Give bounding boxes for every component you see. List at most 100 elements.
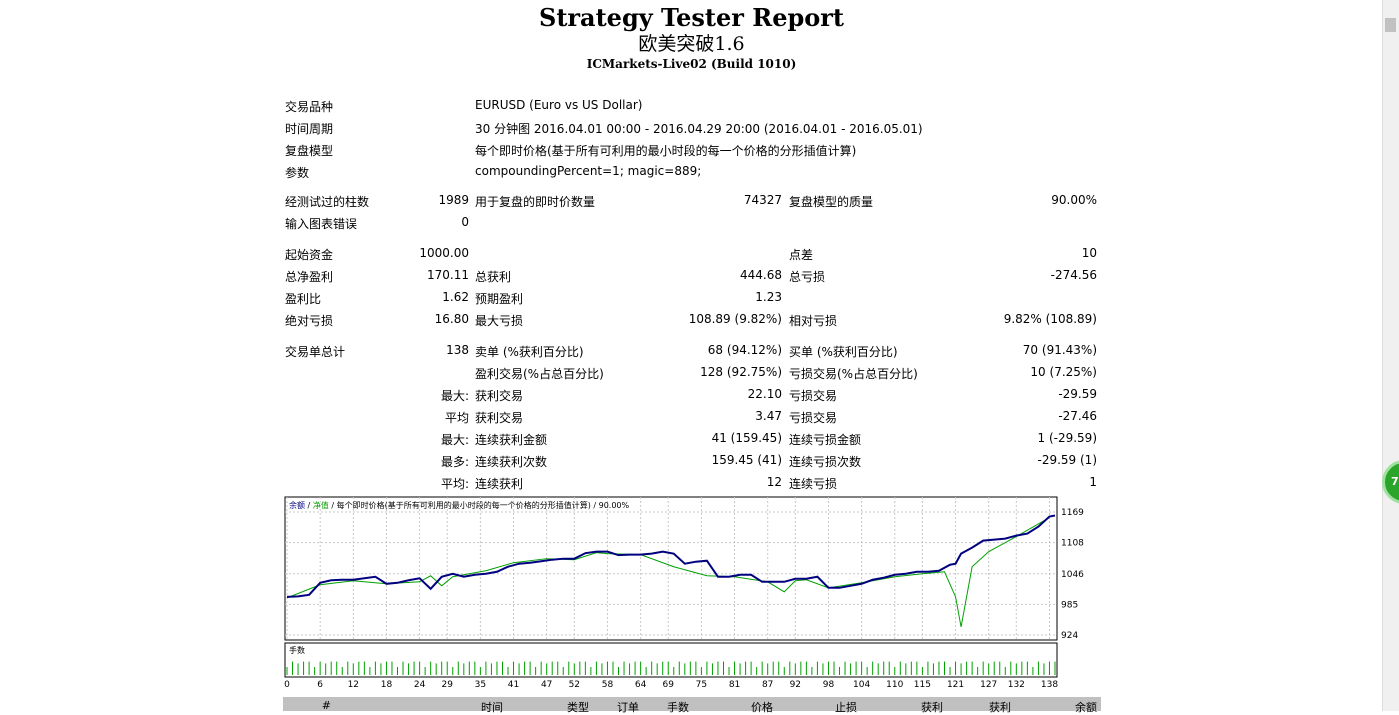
col-sl: 止损 bbox=[835, 701, 857, 714]
legend-equity: 净值 bbox=[313, 500, 329, 510]
avg-consec-prefix: 平均: bbox=[440, 477, 469, 491]
average-loss-label: 亏损交易 bbox=[789, 411, 838, 425]
short-value: 68 (94.12%) bbox=[707, 343, 782, 357]
consec-win-amount-value: 41 (159.45) bbox=[711, 431, 782, 445]
profit-factor-value: 1.62 bbox=[442, 290, 469, 304]
spread-label: 点差 bbox=[789, 248, 814, 262]
long-value: 70 (91.43%) bbox=[1022, 343, 1097, 357]
report-title: Strategy Tester Report bbox=[538, 3, 845, 32]
max-drawdown-value: 108.89 (9.82%) bbox=[688, 312, 782, 326]
x-tick-label: 6 bbox=[317, 680, 323, 690]
x-tick-label: 18 bbox=[381, 680, 393, 690]
stats-row-errors: 输入图表错误 0 bbox=[285, 211, 1097, 233]
equity-line bbox=[286, 517, 1050, 628]
trades-table-header: # 时间 类型 订单 手数 价格 止损 获利 获利 余额 bbox=[283, 697, 1101, 714]
x-tick-label: 104 bbox=[853, 680, 870, 690]
x-tick-label: 0 bbox=[284, 680, 290, 690]
bars-value: 1989 bbox=[438, 193, 469, 207]
legend-sep: / bbox=[308, 501, 311, 510]
stats-row-average: 平均 获利交易 3.47 亏损交易 -27.46 bbox=[285, 405, 1097, 427]
payoff-value: 1.23 bbox=[755, 290, 782, 304]
stats-row-deposit: 起始资金 1000.00 点差 10 bbox=[285, 242, 1097, 264]
x-tick-label: 81 bbox=[729, 680, 740, 690]
setting-label: 复盘模型 bbox=[285, 144, 334, 158]
gross-loss-label: 总亏损 bbox=[789, 270, 826, 284]
x-tick-label: 41 bbox=[508, 680, 519, 690]
stats-row-largest: 最大: 获利交易 22.10 亏损交易 -29.59 bbox=[285, 383, 1097, 405]
balance-line bbox=[286, 514, 1056, 598]
largest-prefix: 最大: bbox=[440, 389, 469, 403]
largest-loss-value: -29.59 bbox=[1058, 387, 1097, 401]
col-order: 订单 bbox=[617, 701, 639, 714]
col-profit: 获利 bbox=[989, 701, 1011, 714]
gross-profit-label: 总获利 bbox=[475, 270, 512, 284]
legend-model: / 每个即时价格(基于所有可利用的最小时段的每一个价格的分形插值计算) / 90… bbox=[331, 500, 629, 510]
x-tick-label: 138 bbox=[1041, 680, 1058, 690]
x-tick-label: 35 bbox=[475, 680, 486, 690]
win-trades-value: 128 (92.75%) bbox=[700, 365, 782, 379]
report-header: Strategy Tester Report 欧美突破1.6 ICMarkets… bbox=[0, 4, 1383, 72]
server-build: ICMarkets-Live02 (Build 1010) bbox=[586, 57, 797, 71]
avg-consec-win-value: 12 bbox=[766, 475, 782, 489]
stats-row-bars: 经测试过的柱数 1989 用于复盘的即时价数量 74327 复盘模型的质量 90… bbox=[285, 189, 1097, 211]
stats-row-trades: 交易单总计 138 卖单 (%获利百分比) 68 (94.12%) 买单 (%获… bbox=[285, 339, 1097, 361]
setting-value: 30 分钟图 2016.04.01 00:00 - 2016.04.29 20:… bbox=[475, 122, 923, 136]
errors-value: 0 bbox=[461, 215, 469, 229]
largest-loss-label: 亏损交易 bbox=[789, 389, 838, 403]
col-tp: 获利 bbox=[921, 701, 943, 714]
settings-row-period: 时间周期 30 分钟图 2016.04.01 00:00 - 2016.04.2… bbox=[285, 116, 1097, 138]
col-number: # bbox=[321, 699, 331, 712]
max-drawdown-label: 最大亏损 bbox=[475, 314, 524, 328]
y-tick-label: 1108 bbox=[1061, 539, 1084, 549]
settings-row-params: 参数 compoundingPercent=1; magic=889; bbox=[285, 160, 1097, 182]
x-tick-label: 58 bbox=[602, 680, 614, 690]
setting-value: 每个即时价格(基于所有可利用的最小时段的每一个价格的分形插值计算) bbox=[475, 144, 857, 158]
avg-consec-loss-label: 连续亏损 bbox=[789, 477, 838, 491]
consec-win-count-label: 连续获利次数 bbox=[475, 455, 548, 469]
x-tick-label: 12 bbox=[348, 680, 359, 690]
x-tick-label: 69 bbox=[663, 680, 675, 690]
col-lots: 手数 bbox=[667, 701, 689, 714]
stats-row-profit: 总净盈利 170.11 总获利 444.68 总亏损 -274.56 bbox=[285, 264, 1097, 286]
abs-drawdown-label: 绝对亏损 bbox=[285, 314, 334, 328]
setting-label: 交易品种 bbox=[285, 100, 334, 114]
ea-name: 欧美突破1.6 bbox=[638, 33, 745, 55]
ticks-label: 用于复盘的即时价数量 bbox=[475, 195, 596, 209]
deposit-value: 1000.00 bbox=[419, 246, 469, 260]
stats-row-consec-count: 最多: 连续获利次数 159.45 (41) 连续亏损次数 -29.59 (1) bbox=[285, 449, 1097, 471]
spread-value: 10 bbox=[1081, 246, 1097, 260]
stats-row-factor: 盈利比 1.62 预期盈利 1.23 bbox=[285, 286, 1097, 308]
quality-value: 90.00% bbox=[1051, 193, 1097, 207]
ticks-value: 74327 bbox=[743, 193, 782, 207]
consec-loss-count-value: -29.59 (1) bbox=[1037, 453, 1098, 467]
x-tick-label: 24 bbox=[414, 680, 426, 690]
x-tick-label: 64 bbox=[635, 680, 647, 690]
abs-drawdown-value: 16.80 bbox=[434, 312, 469, 326]
col-time: 时间 bbox=[481, 701, 503, 714]
setting-label: 参数 bbox=[285, 166, 310, 180]
largest-win-value: 22.10 bbox=[747, 387, 782, 401]
x-tick-label: 98 bbox=[823, 680, 835, 690]
most-prefix: 最多: bbox=[440, 455, 469, 469]
setting-value: compoundingPercent=1; magic=889; bbox=[475, 164, 702, 178]
stats-row-drawdown: 绝对亏损 16.80 最大亏损 108.89 (9.82%) 相对亏损 9.82… bbox=[285, 308, 1097, 330]
balance-equity-chart: 余额 / 净值 / 每个即时价格(基于所有可利用的最小时段的每一个价格的分形插值… bbox=[284, 496, 1084, 690]
short-label: 卖单 (%获利百分比) bbox=[475, 345, 584, 359]
trades-label: 交易单总计 bbox=[285, 345, 346, 359]
vertical-scrollbar[interactable] bbox=[1382, 0, 1399, 711]
y-tick-label: 1046 bbox=[1061, 570, 1084, 580]
maximum-prefix: 最大: bbox=[440, 433, 469, 447]
x-tick-label: 121 bbox=[947, 680, 964, 690]
scrollbar-thumb[interactable] bbox=[1385, 18, 1396, 32]
gross-profit-value: 444.68 bbox=[740, 268, 782, 282]
avg-consec-loss-value: 1 bbox=[1089, 475, 1097, 489]
x-tick-label: 75 bbox=[696, 680, 707, 690]
payoff-label: 预期盈利 bbox=[475, 292, 524, 306]
consec-loss-amount-value: 1 (-29.59) bbox=[1037, 431, 1098, 445]
col-type: 类型 bbox=[567, 701, 589, 714]
loss-trades-label: 亏损交易(%占总百分比) bbox=[789, 367, 918, 381]
average-win-value: 3.47 bbox=[755, 409, 782, 423]
legend-balance: 余额 bbox=[289, 500, 305, 510]
volume-label: 手数 bbox=[289, 645, 305, 655]
x-tick-label: 92 bbox=[790, 680, 801, 690]
